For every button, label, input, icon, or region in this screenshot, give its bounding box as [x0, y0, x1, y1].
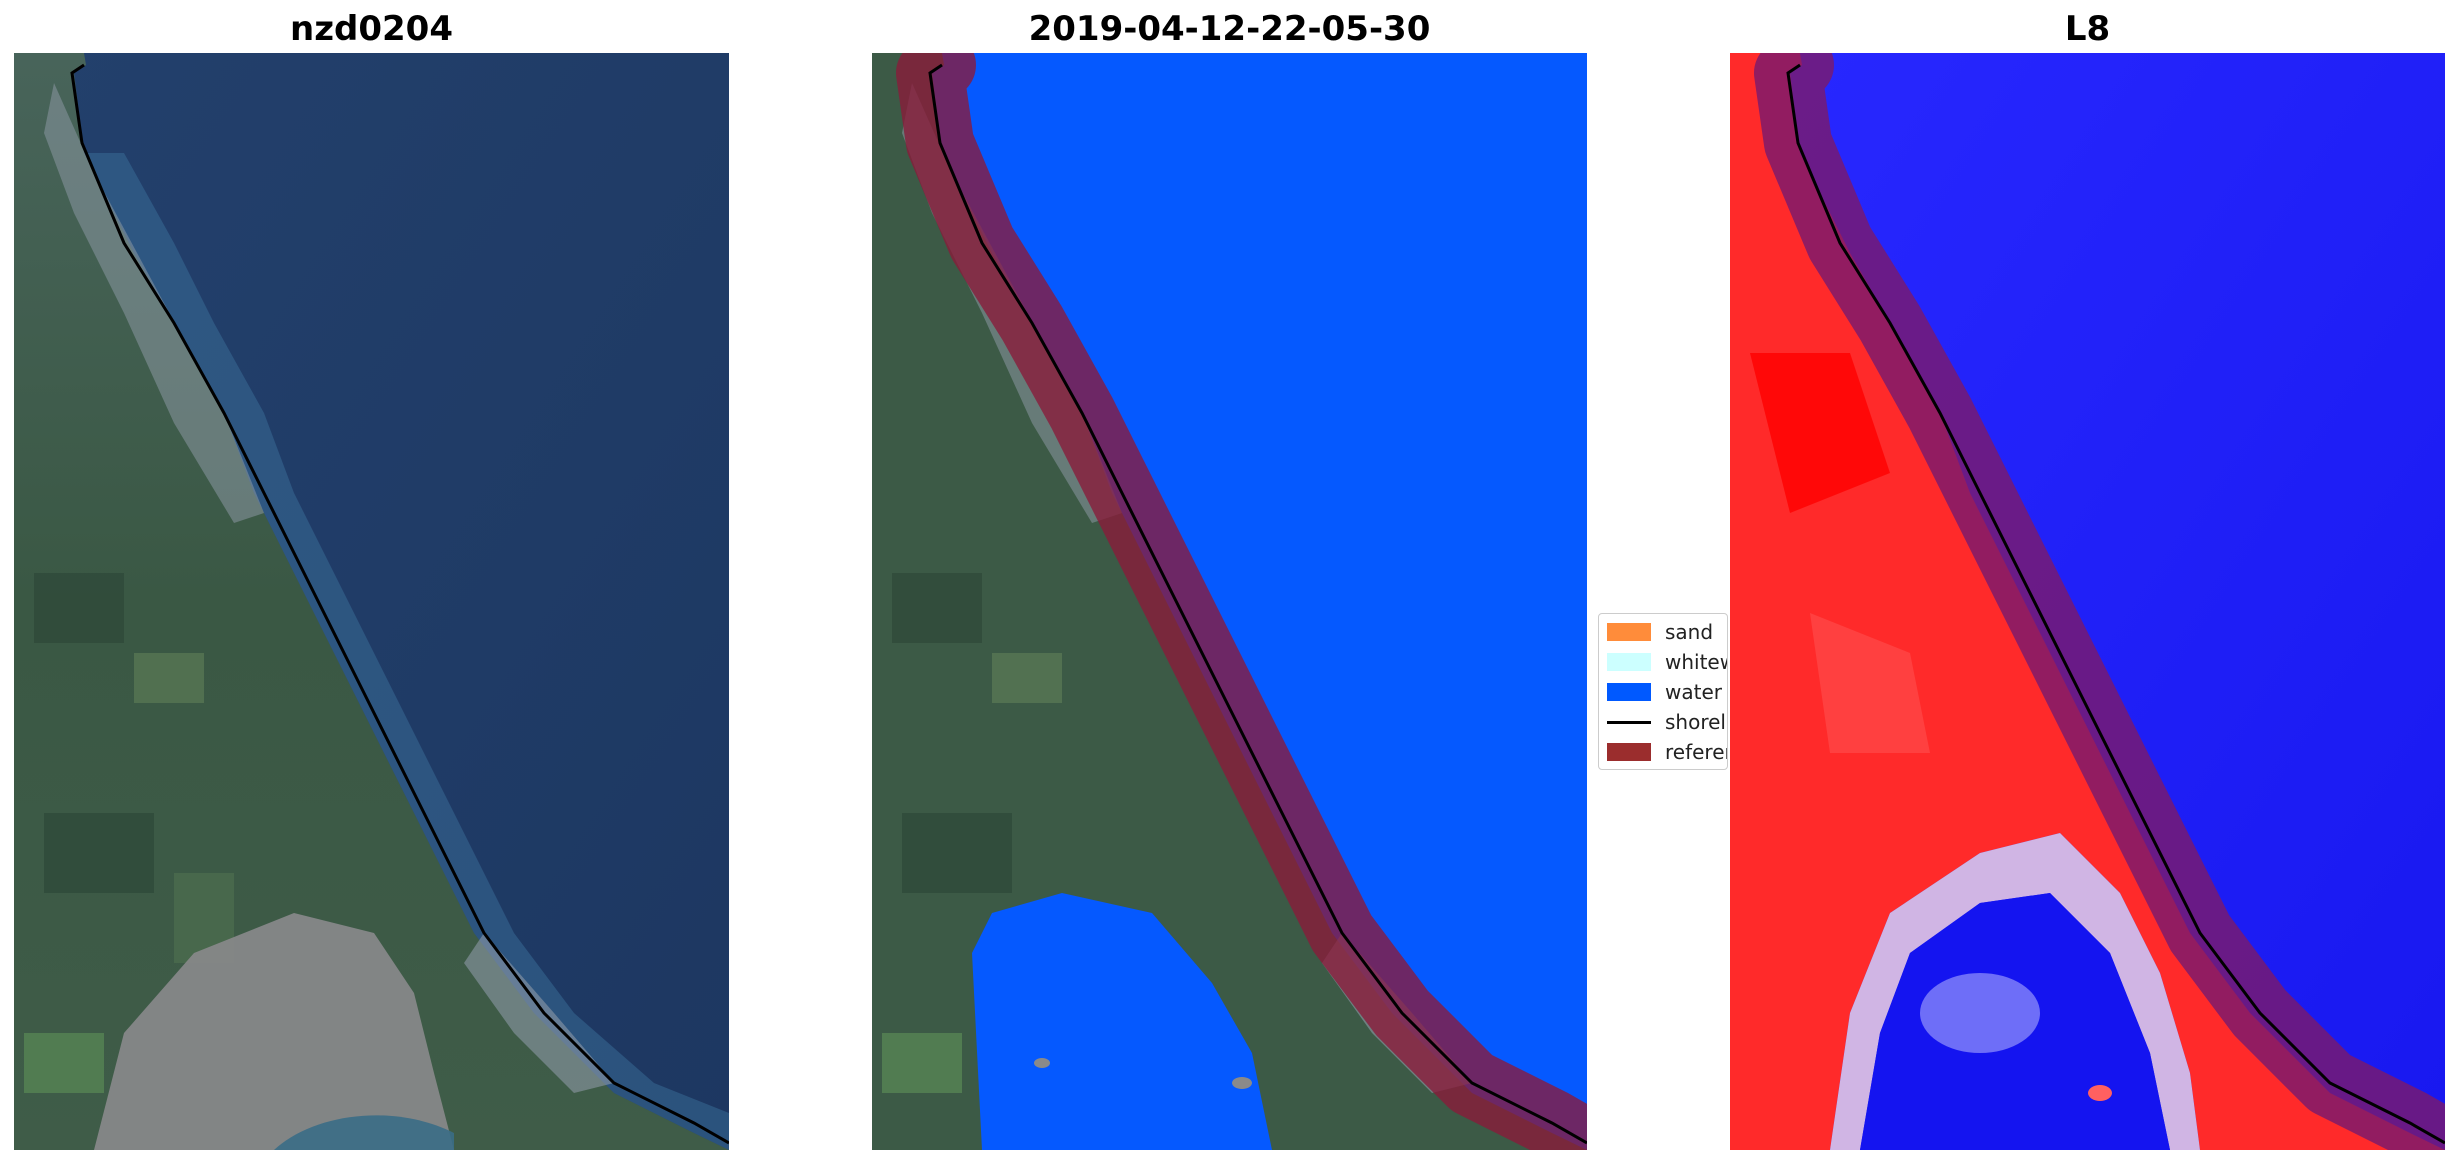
index-satellite-image	[1730, 53, 2445, 1150]
classified-image-panel	[872, 53, 1587, 1150]
index-image-panel	[1730, 53, 2445, 1150]
legend-item-water: water	[1607, 680, 1727, 704]
legend-label-reference: reference	[1665, 740, 1727, 764]
sand-swatch	[1607, 623, 1651, 641]
panel-title-index: L8	[2064, 9, 2111, 49]
rgb-image-panel	[14, 53, 729, 1150]
classified-satellite-image	[872, 53, 1587, 1150]
legend-item-shoreline: shoreline	[1607, 710, 1727, 734]
panel-title-rgb: nzd0204	[290, 9, 453, 49]
whitewater-swatch	[1607, 653, 1651, 671]
shoreline-line-swatch	[1607, 721, 1651, 724]
rgb-satellite-image	[14, 53, 729, 1150]
legend-label-sand: sand	[1665, 620, 1714, 644]
reference-swatch	[1607, 743, 1651, 761]
legend-item-sand: sand	[1607, 620, 1727, 644]
legend-item-reference: reference	[1607, 740, 1727, 764]
water-swatch	[1607, 683, 1651, 701]
legend-label-water: water	[1665, 680, 1722, 704]
panel-title-classified: 2019-04-12-22-05-30	[1028, 9, 1431, 49]
legend-label-shoreline: shoreline	[1665, 710, 1727, 734]
